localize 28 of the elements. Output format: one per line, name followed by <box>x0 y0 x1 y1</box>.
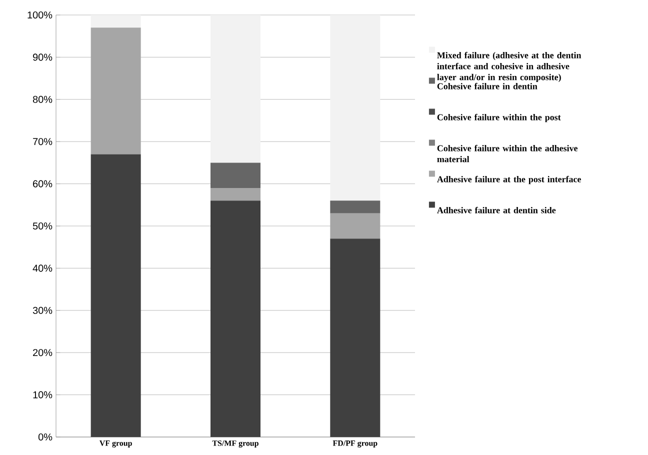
y-tick-label: 80% <box>32 96 52 103</box>
y-tick-label: 30% <box>32 306 52 314</box>
bar <box>210 188 260 201</box>
y-tick-label: 90% <box>33 54 52 61</box>
y-tick-label: 70% <box>33 138 52 146</box>
legend-label: Adhesive failure at the post interface <box>437 176 581 184</box>
bar <box>210 162 260 188</box>
bar <box>210 200 260 437</box>
bar <box>210 14 260 163</box>
y-tick-label: 20% <box>33 349 52 356</box>
legend-label: Mixed failure (adhesive at the dentin interface and cohesive in adhesive layer and/or in resin composite) <box>437 52 582 82</box>
legend-label: Cohesive failure within the adhesive material <box>437 144 578 162</box>
legend-label: Cohesive failure within the post <box>437 114 561 122</box>
bar <box>330 238 380 437</box>
y-tick-label: 10% <box>33 391 52 398</box>
bar <box>330 213 380 239</box>
legend-label: Adhesive failure at dentin side <box>437 206 556 214</box>
bar <box>90 28 141 154</box>
y-tick-label: 50% <box>32 222 52 230</box>
bar <box>330 200 380 214</box>
y-tick-label: 100% <box>28 11 52 19</box>
y-tick-label: 60% <box>33 180 52 188</box>
bar <box>90 14 141 28</box>
y-tick-label: 0% <box>38 433 52 441</box>
y-tick-label: 40% <box>32 264 52 272</box>
bar <box>330 14 380 201</box>
legend-label: Cohesive failure in dentin <box>437 82 538 90</box>
bar <box>90 154 141 437</box>
